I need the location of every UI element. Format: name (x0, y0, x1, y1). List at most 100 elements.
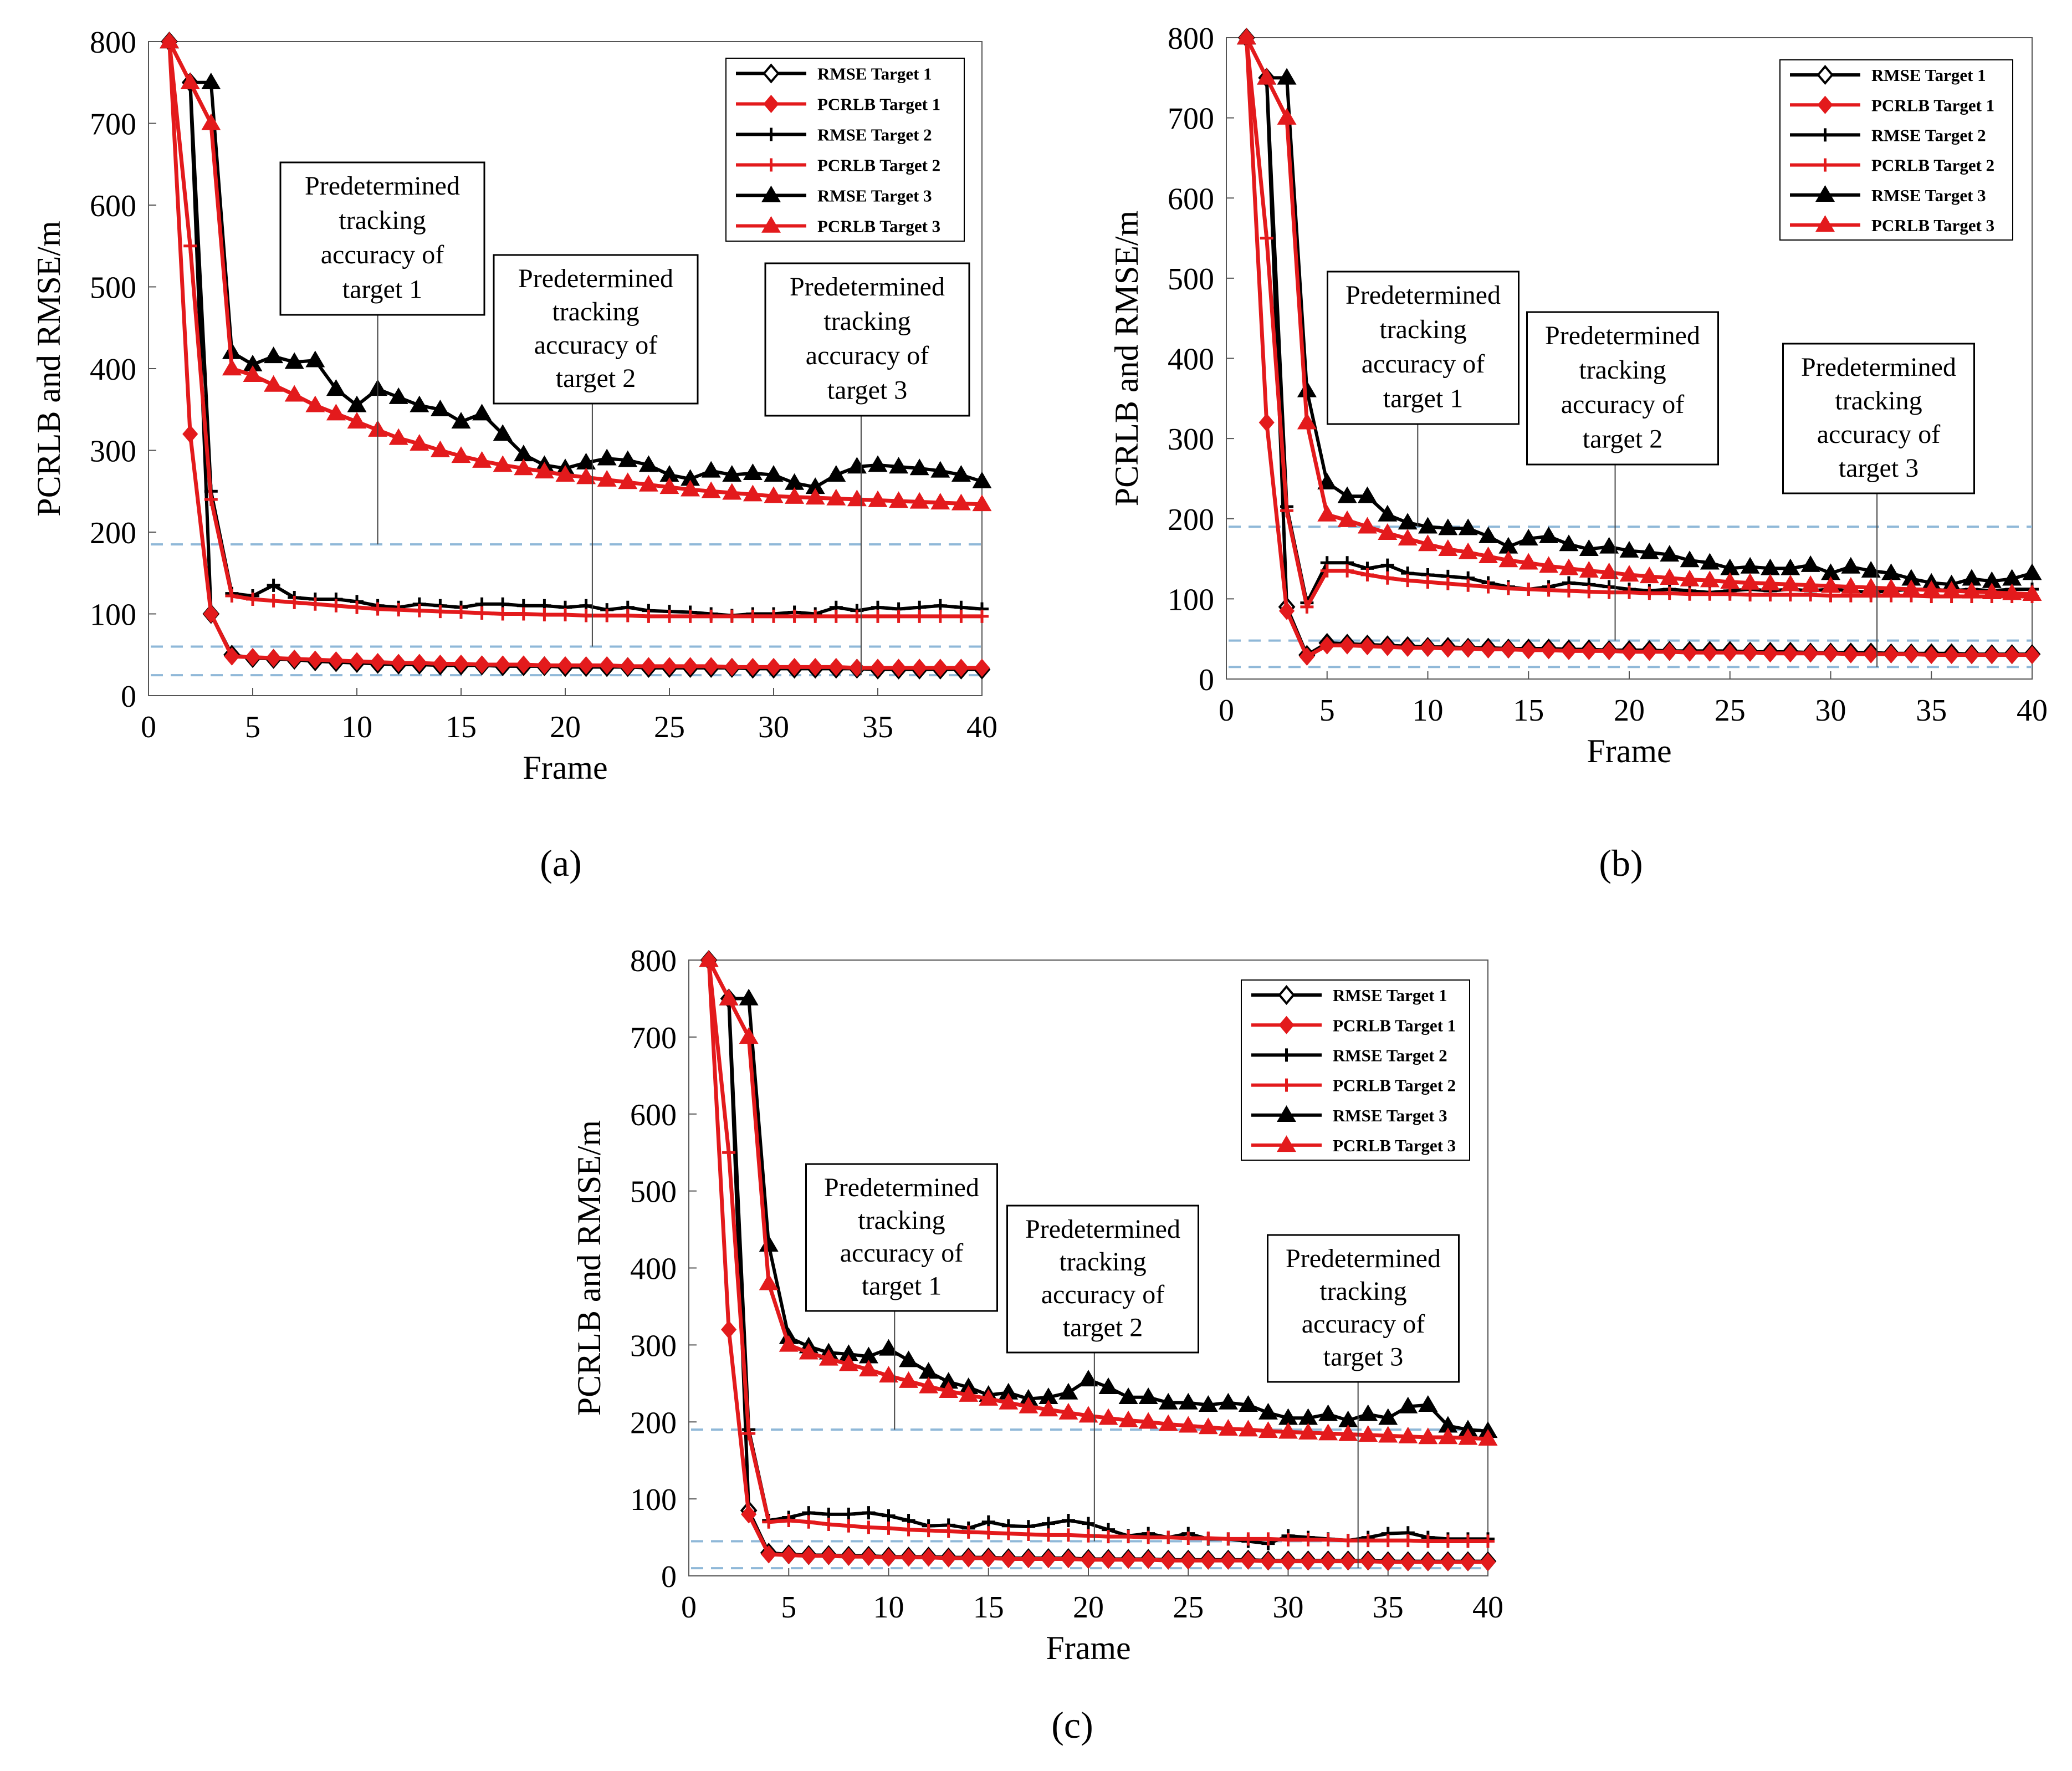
data-point (829, 609, 843, 623)
x-tick-label: 5 (245, 710, 260, 744)
data-point (1260, 231, 1273, 245)
x-tick-label: 15 (973, 1590, 1004, 1625)
x-tick-label: 0 (681, 1590, 697, 1625)
data-point (1298, 1422, 1318, 1440)
data-point (1359, 637, 1375, 656)
data-point (1722, 643, 1738, 662)
data-point (951, 493, 971, 511)
data-point (1740, 573, 1760, 590)
y-tick-label: 300 (1168, 422, 1214, 457)
y-tick-label: 600 (630, 1098, 677, 1132)
data-point (1080, 1550, 1097, 1569)
data-point (1041, 1528, 1055, 1542)
data-point (1178, 1392, 1198, 1410)
data-point (1361, 1534, 1375, 1548)
data-point (1639, 566, 1659, 584)
data-point (912, 659, 928, 677)
data-point (454, 605, 468, 619)
data-point (1800, 575, 1820, 593)
data-point (1702, 643, 1718, 662)
data-point (1458, 518, 1478, 535)
data-point (1401, 574, 1415, 588)
y-tick-label: 700 (1168, 102, 1214, 136)
data-point (1221, 1532, 1235, 1546)
data-point (882, 1521, 896, 1535)
data-point (224, 647, 240, 666)
data-point (1863, 645, 1879, 664)
y-tick-label: 300 (90, 435, 136, 469)
data-point (1401, 1534, 1415, 1548)
data-point (1082, 1517, 1095, 1530)
legend-item: PCRLB Target 1 (1251, 1015, 1456, 1035)
data-point (1478, 526, 1498, 543)
data-point (1297, 412, 1317, 430)
data-point (822, 1517, 836, 1531)
data-point (1238, 1395, 1258, 1412)
data-point (559, 608, 572, 621)
y-tick-label: 500 (630, 1175, 677, 1209)
data-point (451, 412, 471, 429)
legend-marker (761, 216, 781, 233)
data-point (862, 1520, 876, 1534)
data-point (1460, 1553, 1476, 1571)
annotation-box (1006, 1205, 1199, 1354)
data-point (942, 1524, 955, 1538)
y-tick-label: 600 (90, 189, 136, 223)
data-point (1984, 646, 2000, 665)
data-point (1278, 601, 1295, 620)
data-point (2024, 646, 2040, 665)
data-point (659, 477, 679, 494)
x-tick-label: 10 (1413, 693, 1444, 728)
data-point (725, 609, 739, 623)
data-point (1321, 1533, 1335, 1547)
data-point (579, 609, 593, 622)
data-point (1661, 642, 1677, 661)
data-point (882, 1509, 896, 1523)
data-point (761, 1545, 777, 1564)
annotation-text: Predetermined (1025, 1214, 1180, 1244)
data-point (1379, 637, 1395, 656)
data-point (1963, 646, 1980, 665)
y-tick-label: 100 (630, 1483, 677, 1517)
legend-marker (1818, 128, 1832, 142)
data-point (1962, 581, 1982, 599)
data-point (1317, 472, 1337, 489)
data-point (1881, 578, 1901, 595)
data-point (638, 474, 658, 492)
data-point (638, 455, 658, 472)
x-tick-label: 30 (1273, 1590, 1304, 1625)
legend-label: RMSE Target 3 (817, 186, 932, 206)
data-point (743, 484, 763, 502)
legend-marker (763, 63, 780, 84)
legend-label: RMSE Target 3 (1871, 186, 1986, 205)
annotation-box (493, 254, 699, 405)
data-point (1398, 1426, 1418, 1443)
data-point (1380, 1553, 1396, 1571)
data-point (576, 467, 596, 484)
data-point (514, 458, 534, 476)
data-point (1100, 1550, 1117, 1569)
data-point (922, 1524, 935, 1538)
data-point (1539, 526, 1559, 543)
data-point (786, 657, 802, 676)
data-point (1841, 557, 1861, 574)
data-point (961, 1525, 975, 1539)
data-point (350, 600, 364, 614)
legend-marker (763, 94, 779, 114)
data-point (809, 609, 822, 623)
data-point (1841, 576, 1861, 594)
data-point (974, 659, 990, 677)
data-point (1601, 641, 1617, 660)
x-tick-label: 20 (550, 710, 581, 744)
data-point (410, 433, 429, 451)
data-point (741, 1505, 757, 1524)
data-point (2002, 583, 2022, 600)
data-point (933, 609, 947, 623)
data-point (618, 450, 638, 467)
x-axis-label: Frame (1587, 733, 1671, 769)
data-point (1380, 571, 1394, 585)
data-point (682, 657, 698, 676)
data-point (1158, 1392, 1178, 1410)
data-point (329, 599, 343, 613)
data-point (1300, 600, 1314, 614)
